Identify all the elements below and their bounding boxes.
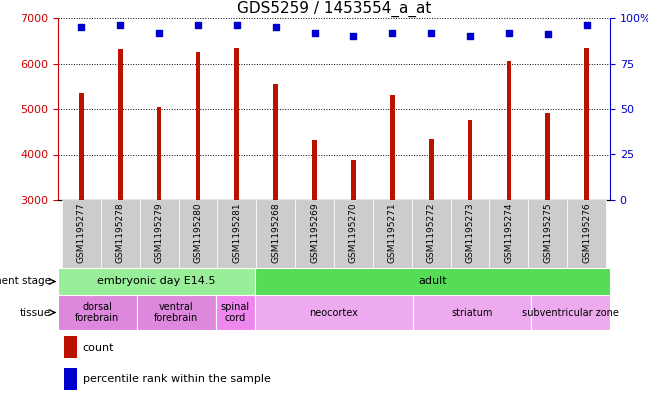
Text: neocortex: neocortex bbox=[310, 307, 358, 318]
Point bbox=[154, 29, 164, 36]
Text: spinal
cord: spinal cord bbox=[221, 302, 250, 323]
Bar bbox=[373, 200, 411, 268]
Bar bbox=[429, 139, 434, 200]
Text: GSM1195276: GSM1195276 bbox=[582, 202, 591, 263]
Text: GSM1195278: GSM1195278 bbox=[116, 202, 124, 263]
Bar bbox=[411, 200, 450, 268]
Text: ventral
forebrain: ventral forebrain bbox=[154, 302, 198, 323]
Text: count: count bbox=[83, 343, 114, 353]
Text: development stage: development stage bbox=[0, 277, 51, 286]
Bar bbox=[157, 107, 161, 200]
Text: GSM1195281: GSM1195281 bbox=[233, 202, 241, 263]
Text: adult: adult bbox=[418, 277, 447, 286]
Bar bbox=[58, 295, 137, 330]
Bar bbox=[64, 336, 77, 358]
Text: GSM1195273: GSM1195273 bbox=[465, 202, 474, 263]
Point bbox=[387, 29, 397, 36]
Text: GSM1195275: GSM1195275 bbox=[543, 202, 552, 263]
Point bbox=[309, 29, 319, 36]
Point bbox=[115, 22, 125, 28]
Bar bbox=[79, 93, 84, 200]
Bar bbox=[507, 61, 511, 200]
Point bbox=[465, 33, 475, 39]
Bar bbox=[351, 160, 356, 200]
Bar bbox=[255, 295, 413, 330]
Bar bbox=[273, 84, 278, 200]
Point bbox=[270, 24, 281, 30]
Bar bbox=[450, 200, 489, 268]
Bar bbox=[468, 120, 472, 200]
Text: GSM1195279: GSM1195279 bbox=[155, 202, 163, 263]
Text: GSM1195277: GSM1195277 bbox=[77, 202, 86, 263]
Text: subventricular zone: subventricular zone bbox=[522, 307, 619, 318]
Bar bbox=[312, 140, 317, 200]
Text: GSM1195268: GSM1195268 bbox=[272, 202, 280, 263]
Text: GSM1195280: GSM1195280 bbox=[194, 202, 202, 263]
Point bbox=[192, 22, 203, 28]
Text: GSM1195271: GSM1195271 bbox=[388, 202, 397, 263]
Bar bbox=[100, 200, 139, 268]
Text: embryonic day E14.5: embryonic day E14.5 bbox=[97, 277, 216, 286]
Point bbox=[542, 31, 553, 37]
Bar bbox=[137, 295, 216, 330]
Bar bbox=[584, 48, 589, 200]
Bar bbox=[58, 268, 255, 295]
Point bbox=[348, 33, 358, 39]
Text: GSM1195269: GSM1195269 bbox=[310, 202, 319, 263]
Point bbox=[426, 29, 436, 36]
Bar bbox=[62, 200, 100, 268]
Text: GSM1195272: GSM1195272 bbox=[426, 202, 435, 263]
Text: percentile rank within the sample: percentile rank within the sample bbox=[83, 374, 271, 384]
Bar bbox=[546, 113, 550, 200]
Bar bbox=[489, 200, 528, 268]
Text: striatum: striatum bbox=[451, 307, 492, 318]
Title: GDS5259 / 1453554_a_at: GDS5259 / 1453554_a_at bbox=[237, 0, 431, 17]
Bar bbox=[216, 295, 255, 330]
Text: tissue: tissue bbox=[20, 307, 51, 318]
Point bbox=[76, 24, 86, 30]
Bar bbox=[235, 48, 239, 200]
Bar bbox=[531, 295, 610, 330]
Bar bbox=[528, 200, 567, 268]
Bar bbox=[178, 200, 217, 268]
Bar bbox=[413, 295, 531, 330]
Bar bbox=[217, 200, 256, 268]
Text: dorsal
forebrain: dorsal forebrain bbox=[75, 302, 119, 323]
Bar bbox=[139, 200, 178, 268]
Bar bbox=[567, 200, 606, 268]
Text: GSM1195270: GSM1195270 bbox=[349, 202, 358, 263]
Bar bbox=[196, 51, 200, 200]
Bar bbox=[256, 200, 295, 268]
Text: GSM1195274: GSM1195274 bbox=[504, 202, 513, 263]
Point bbox=[503, 29, 514, 36]
Bar bbox=[295, 200, 334, 268]
Point bbox=[581, 22, 592, 28]
Bar bbox=[64, 368, 77, 390]
Point bbox=[231, 22, 242, 28]
Bar bbox=[255, 268, 610, 295]
Bar bbox=[390, 95, 395, 200]
Bar bbox=[118, 49, 122, 200]
Bar bbox=[334, 200, 373, 268]
